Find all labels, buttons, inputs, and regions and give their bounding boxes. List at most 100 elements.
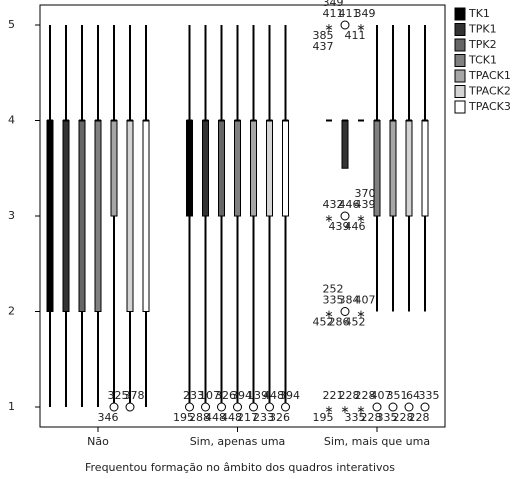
- outlier-label: 286: [329, 316, 350, 329]
- outlier-label: 384: [339, 294, 360, 307]
- extreme: ∗: [356, 403, 365, 416]
- outlier: [340, 307, 350, 316]
- outlier-label: 228: [339, 389, 360, 402]
- legend-label: TPK2: [468, 38, 497, 51]
- outlier: [404, 402, 414, 412]
- outlier: [340, 20, 350, 30]
- outlier-label: 349: [355, 7, 376, 20]
- outlier-label: 437: [313, 40, 334, 53]
- outlier-label: 325: [108, 389, 129, 402]
- outlier-label: 446: [339, 198, 360, 211]
- outlier-label: 326: [269, 411, 290, 424]
- legend-swatch: [454, 7, 466, 21]
- legend-swatch: [454, 69, 466, 83]
- box: [266, 120, 273, 217]
- outlier-label: 446: [345, 220, 366, 233]
- extreme: ∗: [324, 403, 333, 416]
- outlier-label: 335: [323, 294, 344, 307]
- outlier-label: 107: [199, 389, 220, 402]
- outlier: [372, 402, 382, 412]
- box: [218, 120, 225, 217]
- extreme: ∗: [356, 308, 365, 321]
- outlier-label: 217: [237, 411, 258, 424]
- outlier: [217, 402, 226, 412]
- extreme: ∗: [340, 403, 349, 416]
- outlier-label: 448: [221, 411, 242, 424]
- outlier-label: 351: [387, 389, 408, 402]
- outlier-label: 394: [279, 389, 300, 402]
- outlier-label: 411: [323, 7, 344, 20]
- box: [46, 120, 54, 312]
- box: [234, 120, 241, 217]
- x-tick-label: Sim, apenas uma: [190, 435, 286, 448]
- outlier-label: 64: [406, 389, 420, 402]
- outlier-label: 452: [313, 316, 334, 329]
- box: [250, 120, 257, 217]
- x-axis-label: Frequentou formação no âmbito dos quadro…: [85, 461, 395, 474]
- legend-label: TCK1: [468, 54, 497, 67]
- outlier: [420, 402, 430, 412]
- outlier-label: 370: [355, 187, 376, 200]
- box: [282, 120, 289, 217]
- outlier-label: 407: [371, 389, 392, 402]
- outlier: [388, 402, 398, 412]
- outlier-label: 349: [323, 0, 344, 9]
- outlier: [265, 402, 274, 412]
- outlier-label: 233: [183, 389, 204, 402]
- outlier-label: 252: [323, 283, 344, 296]
- outlier: [233, 402, 242, 412]
- outlier-label: 411: [339, 7, 360, 20]
- outlier-label: 228: [355, 389, 376, 402]
- legend-label: TK1: [468, 7, 490, 20]
- outlier-label: 394: [231, 389, 252, 402]
- outlier-label: 411: [345, 29, 366, 42]
- outlier-label: 326: [215, 389, 236, 402]
- box: [186, 120, 193, 217]
- extreme: ∗: [356, 21, 365, 34]
- outlier: [201, 402, 210, 412]
- x-tick-label: Sim, mais que uma: [324, 435, 430, 448]
- box: [373, 120, 381, 217]
- outlier-label: 385: [313, 29, 334, 42]
- extreme: ∗: [324, 308, 333, 321]
- y-tick-label: 2: [8, 305, 15, 318]
- legend-swatch: [454, 85, 466, 98]
- outlier-label: 335: [377, 411, 398, 424]
- outlier: [281, 402, 290, 412]
- box: [202, 120, 209, 217]
- box: [341, 120, 349, 169]
- y-tick-label: 3: [8, 209, 15, 222]
- legend-label: TPACK3: [468, 100, 511, 113]
- outlier-label: 221: [323, 389, 344, 402]
- outlier-label: 448: [205, 411, 226, 424]
- legend-swatch: [454, 100, 466, 114]
- x-tick-label: Não: [87, 435, 109, 448]
- outlier-label: 228: [393, 411, 414, 424]
- outlier-label: 378: [124, 389, 145, 402]
- outlier-label: 335: [345, 411, 366, 424]
- box: [421, 120, 429, 217]
- outlier-label: 439: [329, 220, 350, 233]
- outlier-label: 228: [361, 411, 382, 424]
- box: [142, 120, 150, 312]
- box: [405, 120, 413, 217]
- legend-swatch: [454, 23, 466, 36]
- outlier-label: 407: [355, 294, 376, 307]
- outlier: [125, 402, 135, 412]
- outlier-label: 452: [345, 316, 366, 329]
- box: [94, 120, 102, 312]
- outlier: [109, 402, 119, 412]
- y-tick-label: 5: [8, 18, 15, 31]
- legend-label: TPACK2: [468, 85, 511, 98]
- box: [110, 120, 118, 217]
- outlier-label: 195: [173, 411, 194, 424]
- legend-label: TPK1: [468, 23, 497, 36]
- outlier-label: 448: [263, 389, 284, 402]
- box: [62, 120, 70, 312]
- outlier-label: 228: [409, 411, 430, 424]
- legend-swatch: [454, 38, 466, 52]
- outlier-label: 335: [419, 389, 440, 402]
- box: [126, 120, 134, 312]
- outlier: [185, 402, 194, 412]
- box: [78, 120, 86, 312]
